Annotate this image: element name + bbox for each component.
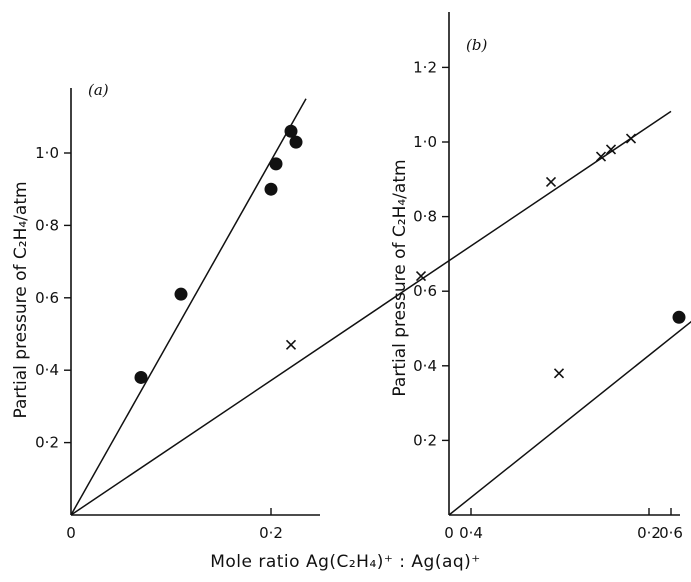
panel-label: (b) — [466, 36, 487, 54]
x-tick-label: 0·4 — [459, 524, 483, 542]
data-point-cross — [595, 151, 607, 162]
data-point-cross — [545, 176, 557, 188]
data-point-dot — [134, 370, 148, 384]
y-tick-label: 0·8 — [413, 208, 437, 226]
x-tick-label: 0·2 — [637, 524, 661, 542]
data-point-dot — [264, 182, 278, 196]
y-tick-label: 0·6 — [413, 282, 437, 300]
fit-line — [70, 98, 307, 516]
panel-label: (a) — [88, 81, 109, 99]
data-point-dot — [672, 310, 686, 324]
data-point-cross — [605, 144, 617, 155]
data-point-dot — [284, 124, 298, 138]
data-point-cross — [625, 133, 637, 144]
data-point-cross — [285, 339, 297, 350]
y-tick-label: 0·2 — [413, 431, 437, 449]
y-tick-label: 0·8 — [35, 216, 59, 234]
x-tick-label: 0·6 — [659, 524, 683, 542]
data-point-cross — [415, 271, 427, 282]
y-axis-title: Partial pressure of C₂H₄/atm — [390, 159, 410, 396]
y-tick-label: 1·0 — [413, 133, 437, 151]
y-tick-label: 0·6 — [35, 289, 59, 307]
x-tick-label: 0 — [66, 524, 76, 542]
x-axis-title: Mole ratio Ag(C₂H₄)⁺ : Ag(aq)⁺ — [210, 552, 481, 572]
y-tick-label: 1·2 — [413, 58, 437, 76]
y-tick-label: 0·2 — [35, 434, 59, 452]
fit-line — [448, 320, 691, 516]
y-axis-title: Partial pressure of C₂H₄/atm — [11, 181, 31, 418]
x-tick-label: 0 — [444, 524, 454, 542]
data-point-dot — [289, 135, 303, 149]
x-tick-label: 0·2 — [259, 524, 283, 542]
data-point-cross — [553, 368, 565, 379]
y-tick-label: 1·0 — [35, 144, 59, 162]
data-point-dot — [174, 287, 188, 301]
y-tick-label: 0·4 — [35, 361, 59, 379]
fit-line — [70, 110, 672, 516]
y-tick-label: 0·4 — [413, 357, 437, 375]
data-point-dot — [269, 157, 283, 171]
